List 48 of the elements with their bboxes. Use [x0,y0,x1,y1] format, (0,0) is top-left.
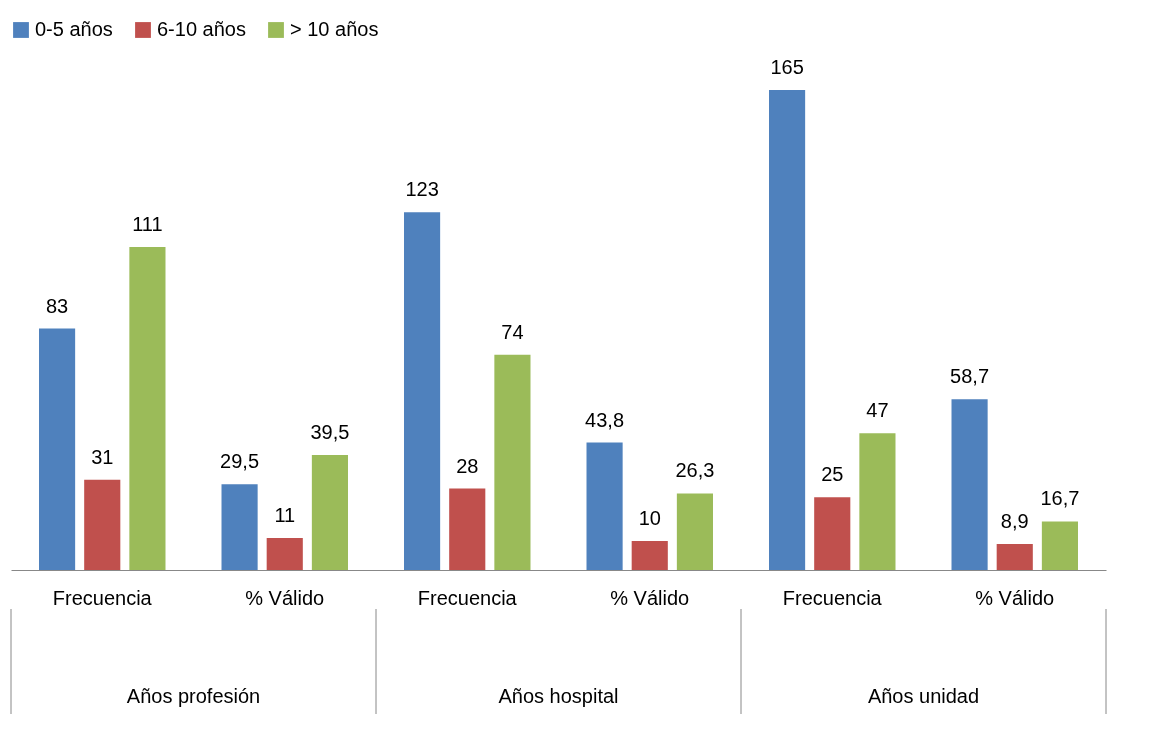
data-label: 111 [132,213,163,236]
data-label: 26,3 [675,459,715,482]
bar [586,442,623,570]
data-label: 31 [91,445,114,468]
bar [84,479,121,570]
x-tick-label: % Válido [245,586,325,609]
x-tick-label: % Válido [975,586,1055,609]
data-label: 74 [501,320,524,343]
data-label: 58,7 [950,365,990,388]
x-tick-label: Frecuencia [782,586,883,609]
bar [311,455,348,570]
bar [129,247,166,570]
x-tick-label: Frecuencia [417,586,518,609]
bar [814,497,851,570]
data-label: 16,7 [1040,487,1080,510]
text: Años profesión [126,685,261,707]
legend-label: > 10 años [290,18,379,40]
bar [404,212,441,570]
data-label: 39,5 [310,421,350,444]
bar [631,540,668,570]
bar [494,354,531,570]
bar [951,399,988,570]
data-label: 165 [770,56,804,78]
legend-label: 0-5 años [35,18,113,40]
bar [221,484,258,570]
data-label: 10 [638,506,661,529]
bar [1041,521,1078,570]
data-label: 29,5 [220,450,260,473]
bar [859,433,896,570]
legend-label: 6-10 años [157,18,246,40]
text: Años hospital [498,685,619,707]
data-label: 11 [274,504,296,526]
bar [449,488,486,570]
x-tick-label: Frecuencia [52,586,153,609]
text: Años unidad [867,685,980,707]
bar [266,538,303,570]
bar [996,544,1033,570]
data-label: 25 [821,463,844,486]
data-label: 83 [45,294,69,317]
x-tick-label: % Válido [610,586,690,609]
data-label: 123 [405,178,439,201]
data-label: 47 [866,399,889,422]
bar [676,493,713,570]
data-label: 28 [456,454,479,477]
bar [39,328,76,570]
bar [769,90,806,570]
data-label: 8,9 [1000,510,1029,533]
data-label: 43,8 [585,408,625,431]
